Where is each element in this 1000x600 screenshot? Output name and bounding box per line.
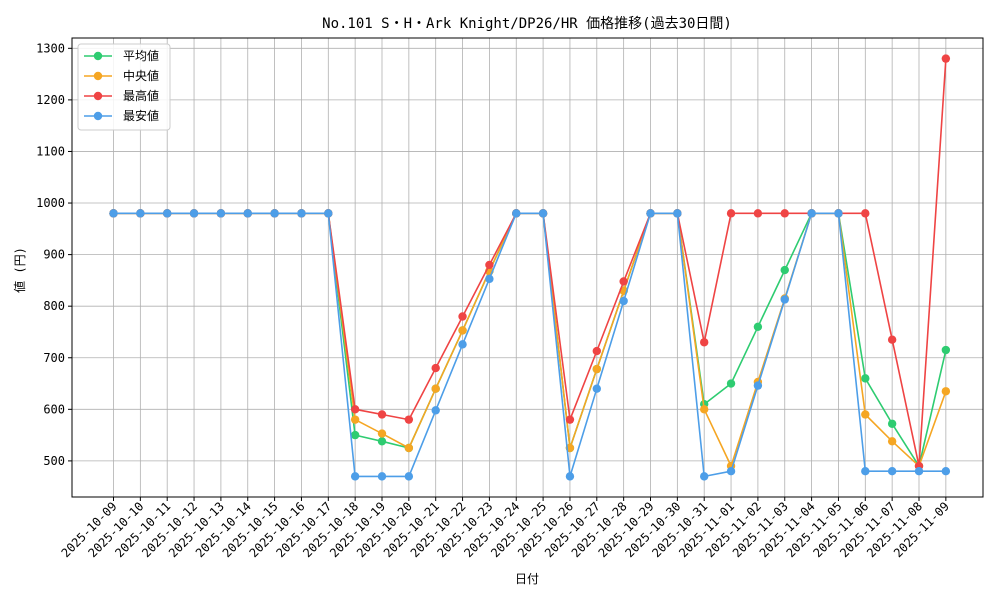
data-point — [673, 209, 682, 218]
data-point — [861, 467, 870, 476]
data-point — [377, 410, 387, 419]
data-point — [646, 209, 655, 218]
y-tick-label: 600 — [43, 402, 65, 416]
data-point — [404, 443, 414, 453]
legend-box — [77, 43, 171, 131]
data-point — [861, 410, 870, 419]
y-ticks: 500 600 700 800 900 1000 1100 1200 1300 — [36, 41, 72, 468]
data-point — [941, 467, 951, 476]
data-point — [753, 322, 763, 332]
data-point — [377, 429, 387, 438]
data-point — [565, 415, 575, 424]
data-point — [753, 381, 763, 390]
y-tick-label: 900 — [43, 248, 65, 262]
data-point — [887, 437, 897, 446]
data-point — [887, 419, 897, 428]
data-point — [700, 472, 709, 481]
data-point — [350, 415, 360, 424]
data-point — [726, 467, 736, 476]
legend-marker — [93, 91, 103, 101]
data-point — [350, 405, 360, 414]
data-point — [458, 340, 467, 349]
series-line — [113, 212, 947, 467]
legend-label: 最高値 — [123, 88, 159, 103]
chart-title: No.101 S・H・Ark Knight/DP26/HR 価格推移(過去30日… — [322, 16, 732, 32]
data-point — [216, 209, 226, 218]
y-tick-label: 1000 — [36, 196, 65, 210]
data-point — [592, 384, 601, 393]
y-tick-label: 700 — [43, 351, 65, 365]
y-tick-label: 500 — [43, 454, 65, 468]
data-point — [377, 437, 387, 446]
data-point — [887, 467, 897, 476]
x-axis-label: 日付 — [515, 572, 539, 586]
data-point — [592, 364, 601, 374]
data-point — [753, 209, 763, 218]
legend-marker — [93, 111, 103, 121]
data-point — [324, 209, 333, 218]
data-point — [700, 405, 709, 414]
data-point — [834, 209, 843, 218]
data-point — [243, 209, 252, 218]
data-point — [941, 387, 951, 396]
series-line — [113, 58, 947, 467]
y-tick-label: 1200 — [36, 93, 65, 107]
data-point — [807, 209, 816, 218]
legend-marker — [93, 71, 103, 81]
data-point — [431, 363, 440, 373]
data-point — [780, 295, 789, 304]
plot-frame — [71, 37, 984, 498]
data-point — [780, 209, 789, 218]
data-point — [887, 335, 897, 344]
data-point — [941, 54, 951, 63]
data-point — [485, 274, 494, 284]
x-ticks: 2025-10-092025-10-102025-10-112025-10-12… — [59, 497, 952, 560]
series-layer — [109, 54, 951, 481]
data-point — [136, 209, 145, 218]
y-tick-label: 1300 — [36, 41, 65, 55]
data-point — [861, 374, 870, 383]
data-point — [109, 209, 118, 218]
data-point — [861, 209, 870, 218]
data-point — [726, 209, 736, 218]
data-point — [297, 209, 306, 218]
legend-label: 平均値 — [123, 48, 159, 63]
data-point — [914, 467, 924, 476]
data-point — [700, 338, 709, 347]
data-point — [431, 406, 440, 415]
data-point — [512, 209, 521, 218]
data-point — [485, 260, 494, 270]
data-point — [404, 415, 414, 424]
legend-marker — [93, 51, 103, 61]
data-point — [377, 472, 387, 481]
data-point — [404, 472, 414, 481]
data-point — [458, 326, 467, 335]
data-point — [538, 209, 548, 218]
y-tick-label: 800 — [43, 299, 65, 313]
data-point — [619, 277, 628, 286]
data-point — [270, 209, 279, 218]
data-point — [941, 345, 951, 355]
data-point — [592, 346, 601, 356]
series-line — [113, 212, 947, 467]
data-point — [619, 296, 628, 306]
data-point — [726, 379, 736, 388]
legend-label: 最安値 — [123, 108, 159, 123]
y-axis-label: 値 (円) — [12, 247, 27, 293]
data-point — [189, 209, 199, 218]
series-line — [113, 212, 946, 478]
y-tick-label: 1100 — [36, 144, 65, 158]
data-point — [458, 312, 467, 321]
data-point — [163, 209, 172, 218]
data-point — [431, 384, 440, 393]
data-point — [780, 265, 789, 275]
data-point — [350, 472, 360, 481]
data-point — [565, 472, 575, 481]
data-point — [350, 430, 360, 440]
legend-label: 中央値 — [123, 68, 159, 83]
